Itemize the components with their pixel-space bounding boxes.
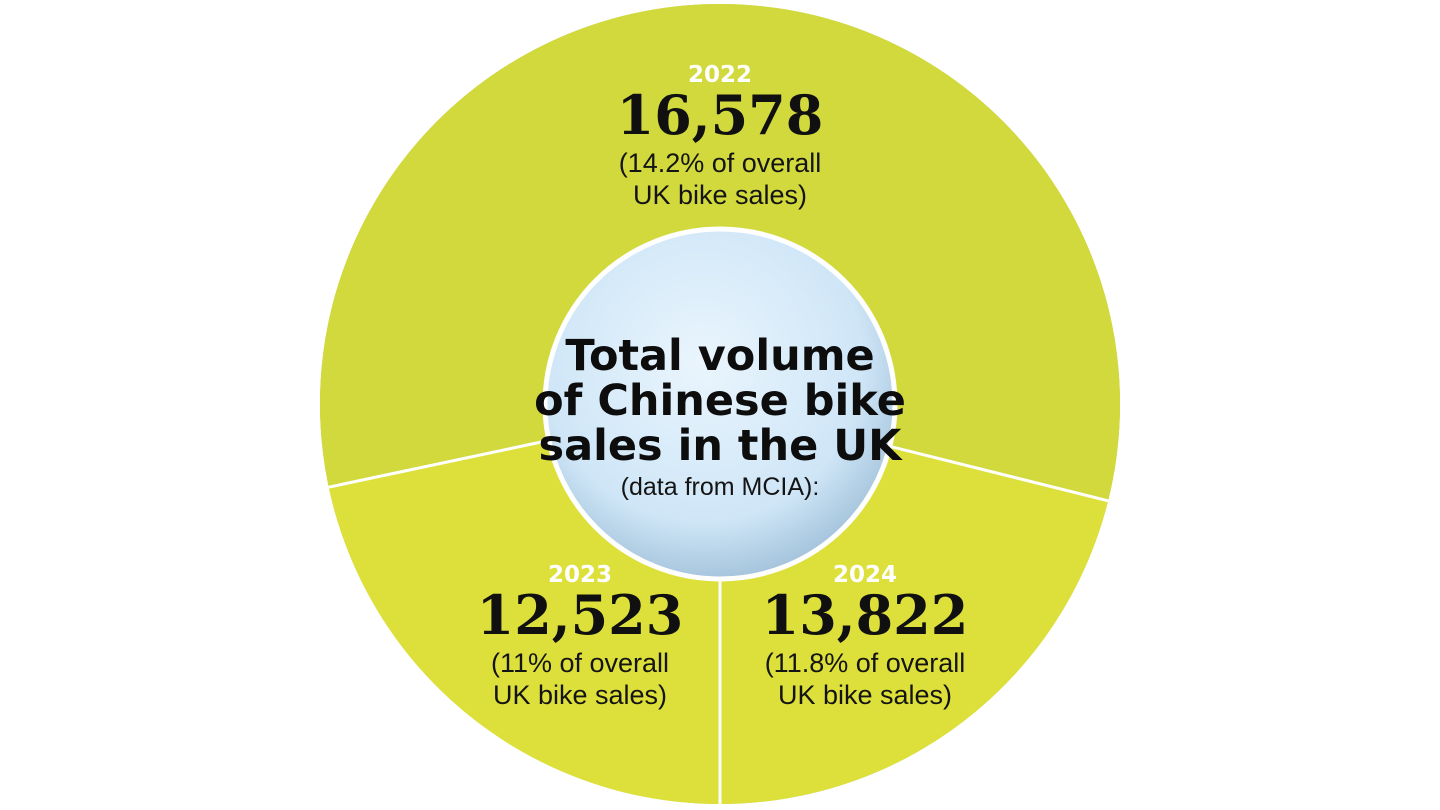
note-label-2022-line-2: UK bike sales) — [633, 180, 807, 210]
center-title-line-3: sales in the UK — [539, 421, 904, 471]
center-subtitle: (data from MCIA): — [621, 473, 820, 501]
year-label-2023: 2023 — [548, 562, 612, 588]
note-label-2022-line-1: (14.2% of overall — [619, 148, 822, 178]
center-title-line-1: Total volume — [565, 331, 874, 381]
note-label-2023-line-2: UK bike sales) — [493, 680, 667, 710]
pie-slice-2024 — [328, 404, 1109, 804]
note-label-2023-line-1: (11% of overall — [491, 648, 669, 678]
center-title-line-2: of Chinese bike — [534, 376, 906, 426]
year-label-2024: 2024 — [833, 562, 897, 588]
note-label-2024-line-1: (11.8% of overall — [765, 648, 966, 678]
year-label-2022: 2022 — [688, 62, 752, 88]
center-circle — [542, 226, 898, 582]
value-label-2023: 12,523 — [477, 583, 684, 647]
center-hub: Total volume of Chinese bike sales in th… — [534, 226, 906, 582]
note-label-2024-line-2: UK bike sales) — [778, 680, 952, 710]
value-label-2024: 13,822 — [762, 583, 969, 647]
value-label-2022: 16,578 — [617, 83, 824, 147]
